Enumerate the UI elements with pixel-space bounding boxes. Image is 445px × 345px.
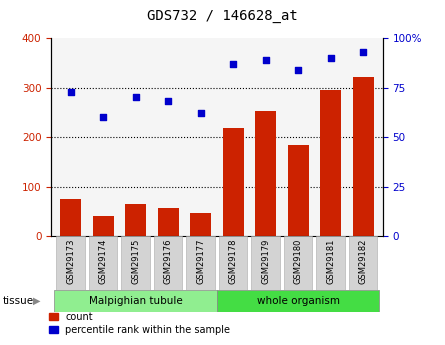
Point xyxy=(327,55,334,61)
Text: GSM29178: GSM29178 xyxy=(229,239,238,285)
Text: GSM29179: GSM29179 xyxy=(261,239,270,284)
Point xyxy=(360,49,367,55)
Bar xyxy=(93,217,114,236)
Bar xyxy=(121,236,150,290)
Bar xyxy=(222,128,244,236)
Bar xyxy=(154,236,182,290)
Point xyxy=(100,115,107,120)
Legend: count, percentile rank within the sample: count, percentile rank within the sample xyxy=(45,308,234,338)
Point xyxy=(132,95,139,100)
Bar xyxy=(320,90,341,236)
Text: whole organism: whole organism xyxy=(257,296,340,306)
Bar xyxy=(255,111,276,236)
Bar xyxy=(284,236,312,290)
Bar xyxy=(186,236,215,290)
Bar xyxy=(54,290,217,312)
Text: GSM29174: GSM29174 xyxy=(99,239,108,284)
Point xyxy=(262,57,269,62)
Text: Malpighian tubule: Malpighian tubule xyxy=(89,296,182,306)
Bar xyxy=(352,77,374,236)
Bar xyxy=(251,236,280,290)
Bar xyxy=(217,290,380,312)
Bar xyxy=(219,236,247,290)
Point xyxy=(295,67,302,72)
Point xyxy=(165,99,172,104)
Text: GSM29180: GSM29180 xyxy=(294,239,303,284)
Text: GSM29175: GSM29175 xyxy=(131,239,140,284)
Bar xyxy=(190,213,211,236)
Text: GSM29181: GSM29181 xyxy=(326,239,335,284)
Text: tissue: tissue xyxy=(2,296,33,306)
Text: ▶: ▶ xyxy=(33,296,41,306)
Bar xyxy=(349,236,377,290)
Point xyxy=(197,111,204,116)
Text: GSM29173: GSM29173 xyxy=(66,239,75,285)
Bar xyxy=(287,145,309,236)
Point xyxy=(230,61,237,67)
Bar xyxy=(125,204,146,236)
Text: GSM29177: GSM29177 xyxy=(196,239,205,285)
Point xyxy=(67,89,74,94)
Text: GSM29176: GSM29176 xyxy=(164,239,173,285)
Text: GDS732 / 146628_at: GDS732 / 146628_at xyxy=(147,9,298,23)
Bar xyxy=(158,208,179,236)
Bar xyxy=(316,236,345,290)
Bar xyxy=(60,199,81,236)
Bar xyxy=(89,236,117,290)
Text: GSM29182: GSM29182 xyxy=(359,239,368,284)
Bar xyxy=(57,236,85,290)
